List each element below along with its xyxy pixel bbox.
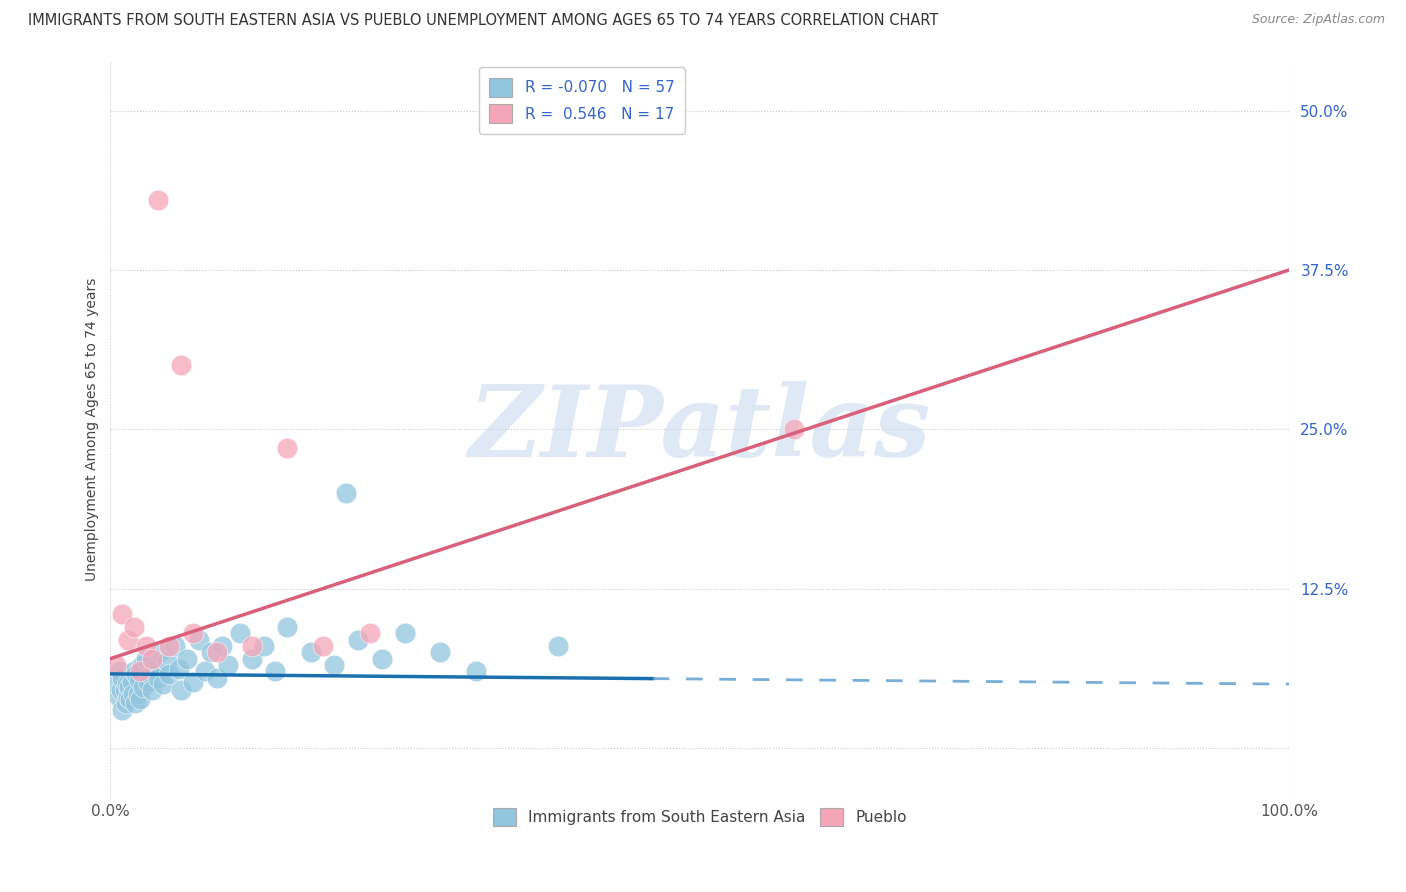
Point <box>323 658 346 673</box>
Point <box>143 662 166 676</box>
Point <box>136 674 159 689</box>
Point <box>114 696 136 710</box>
Point <box>152 677 174 691</box>
Point <box>370 651 392 665</box>
Point <box>176 651 198 665</box>
Point <box>211 639 233 653</box>
Point <box>205 645 228 659</box>
Point <box>146 671 169 685</box>
Point <box>181 674 204 689</box>
Point <box>394 626 416 640</box>
Point <box>167 662 190 676</box>
Point <box>115 677 138 691</box>
Point <box>299 645 322 659</box>
Point <box>311 639 333 653</box>
Point <box>111 671 134 685</box>
Point <box>181 626 204 640</box>
Point <box>165 639 187 653</box>
Point <box>108 665 131 679</box>
Point <box>139 667 162 681</box>
Point <box>125 667 148 681</box>
Point <box>121 674 143 689</box>
Point <box>200 645 222 659</box>
Point <box>117 690 139 704</box>
Point <box>276 620 298 634</box>
Point <box>253 639 276 653</box>
Point <box>117 632 139 647</box>
Point <box>128 665 150 679</box>
Point <box>122 665 145 679</box>
Point <box>127 687 149 701</box>
Point <box>105 677 128 691</box>
Point <box>464 665 486 679</box>
Point <box>135 639 157 653</box>
Point <box>264 665 287 679</box>
Point <box>124 696 146 710</box>
Point <box>111 703 134 717</box>
Point <box>240 639 263 653</box>
Point <box>359 626 381 640</box>
Point <box>118 680 141 694</box>
Text: ZIPatlas: ZIPatlas <box>468 381 931 477</box>
Point <box>132 680 155 694</box>
Point <box>217 658 239 673</box>
Point <box>335 486 357 500</box>
Point <box>105 658 128 673</box>
Point <box>141 651 163 665</box>
Point <box>114 683 136 698</box>
Point <box>429 645 451 659</box>
Point <box>229 626 252 640</box>
Point <box>146 193 169 207</box>
Point <box>240 651 263 665</box>
Point <box>120 692 142 706</box>
Y-axis label: Unemployment Among Ages 65 to 74 years: Unemployment Among Ages 65 to 74 years <box>86 277 100 581</box>
Point <box>783 422 806 436</box>
Point <box>157 667 180 681</box>
Point <box>111 607 134 621</box>
Text: Source: ZipAtlas.com: Source: ZipAtlas.com <box>1251 13 1385 27</box>
Point <box>347 632 370 647</box>
Point <box>131 658 153 673</box>
Point <box>149 645 172 659</box>
Point <box>194 665 217 679</box>
Point <box>128 692 150 706</box>
Point <box>170 683 193 698</box>
Point <box>128 673 150 688</box>
Point <box>110 683 132 698</box>
Point <box>547 639 569 653</box>
Point <box>157 639 180 653</box>
Point <box>135 651 157 665</box>
Point <box>107 690 129 704</box>
Point <box>156 654 179 668</box>
Point <box>205 671 228 685</box>
Point <box>121 687 143 701</box>
Point <box>122 620 145 634</box>
Point <box>141 683 163 698</box>
Point <box>187 632 209 647</box>
Point <box>276 442 298 456</box>
Text: IMMIGRANTS FROM SOUTH EASTERN ASIA VS PUEBLO UNEMPLOYMENT AMONG AGES 65 TO 74 YE: IMMIGRANTS FROM SOUTH EASTERN ASIA VS PU… <box>28 13 938 29</box>
Point <box>170 359 193 373</box>
Legend: Immigrants from South Eastern Asia, Pueblo: Immigrants from South Eastern Asia, Pueb… <box>484 798 917 836</box>
